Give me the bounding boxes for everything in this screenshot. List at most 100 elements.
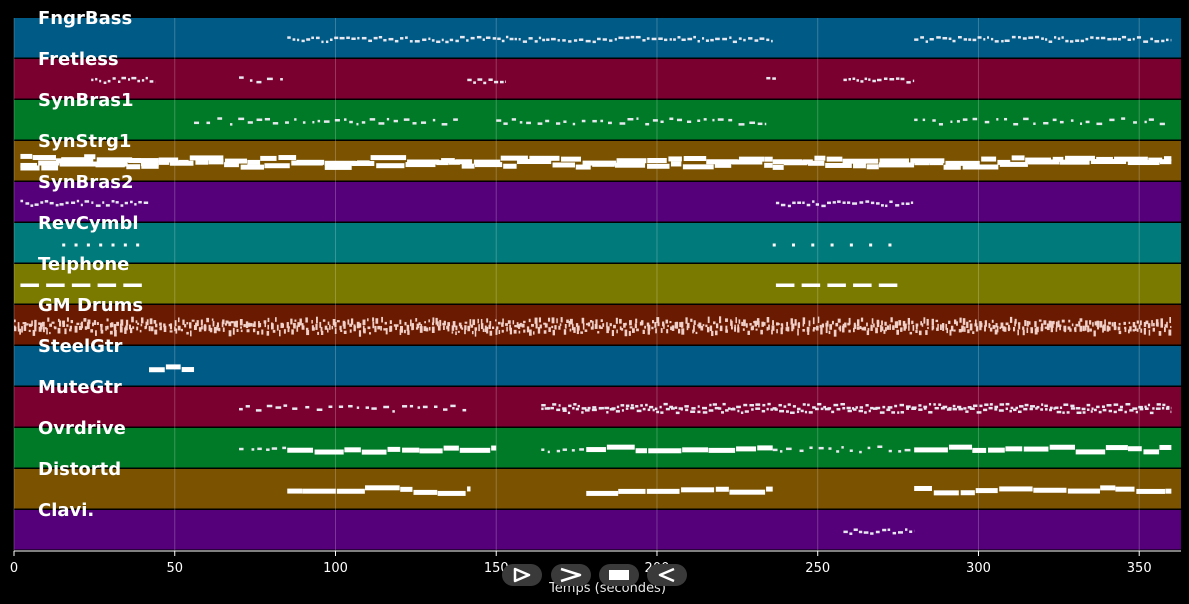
note-mark [856,79,859,82]
fast-forward-button[interactable] [551,564,591,586]
note-mark [1023,117,1029,121]
note-mark [831,320,834,325]
note-mark [775,201,780,205]
note-mark [224,158,248,164]
note-mark [567,411,571,415]
note-mark [868,78,871,81]
note-mark [464,325,467,330]
note-mark [614,38,617,41]
note-mark [585,39,591,43]
note-mark [669,405,674,409]
note-mark [301,325,305,330]
note-mark [511,118,517,121]
note-mark [459,447,491,453]
note-mark [718,316,722,324]
note-mark [251,448,255,451]
note-mark [956,120,960,123]
note-mark [554,325,557,330]
note-mark [1067,488,1100,494]
note-mark [953,319,957,325]
note-mark [635,318,638,324]
note-mark [686,325,689,331]
note-mark [980,322,983,328]
note-mark [1161,406,1165,410]
note-mark [848,78,851,81]
note-mark [992,325,996,329]
note-mark [969,407,975,410]
note-mark [1086,403,1091,407]
note-mark [807,403,810,407]
note-mark [432,317,435,323]
note-mark [302,488,336,494]
note-mark [441,123,448,126]
note-mark [559,323,562,327]
note-mark [999,403,1005,406]
note-mark [474,327,478,331]
note-mark [374,325,377,333]
note-mark [1059,406,1063,409]
note-mark [218,327,221,332]
note-mark [256,118,263,122]
play-button[interactable] [502,564,542,586]
note-mark [766,486,773,492]
note-mark [563,120,567,123]
note-mark [57,327,61,334]
note-mark [325,40,329,44]
note-mark [356,406,360,409]
note-mark [467,486,471,492]
note-mark [714,162,732,168]
note-mark [896,329,900,335]
note-mark [654,322,657,328]
note-mark [489,330,493,336]
note-mark [606,326,609,334]
note-mark [932,119,936,122]
note-mark [1028,321,1031,325]
note-mark [407,159,440,165]
note-mark [336,488,365,494]
note-mark [896,321,899,329]
note-mark [685,408,689,412]
note-mark [107,79,111,83]
note-mark [1156,322,1159,327]
note-mark [272,329,276,333]
note-mark [146,319,149,326]
stop-button[interactable] [599,564,639,586]
note-mark [275,317,277,322]
note-mark [1011,155,1025,161]
note-mark [497,321,501,325]
note-mark [754,39,759,42]
note-mark [573,403,577,406]
note-mark [216,325,219,331]
note-mark [561,156,581,162]
note-mark [929,37,934,41]
note-mark [725,409,729,412]
note-mark [40,201,44,204]
note-mark [495,319,497,322]
note-mark [95,162,125,168]
note-mark [435,317,438,325]
note-mark [975,488,998,494]
note-mark [441,38,444,42]
note-mark [1163,156,1172,162]
note-mark [914,118,918,122]
note-mark [974,319,977,327]
note-mark [984,403,989,406]
note-mark [635,405,639,408]
note-mark [383,38,387,42]
note-mark [41,165,59,171]
note-mark [1118,408,1123,412]
note-mark [894,321,897,328]
note-mark [865,200,870,203]
note-mark [1024,403,1029,407]
note-mark [882,405,886,409]
note-mark [547,317,551,322]
note-mark [233,321,237,327]
note-mark [123,283,142,287]
note-mark [755,328,758,331]
note-mark [538,317,542,323]
note-mark [925,40,929,43]
note-mark [1005,407,1008,411]
rewind-button[interactable] [647,564,687,586]
note-mark [725,325,728,332]
note-mark [127,78,131,81]
